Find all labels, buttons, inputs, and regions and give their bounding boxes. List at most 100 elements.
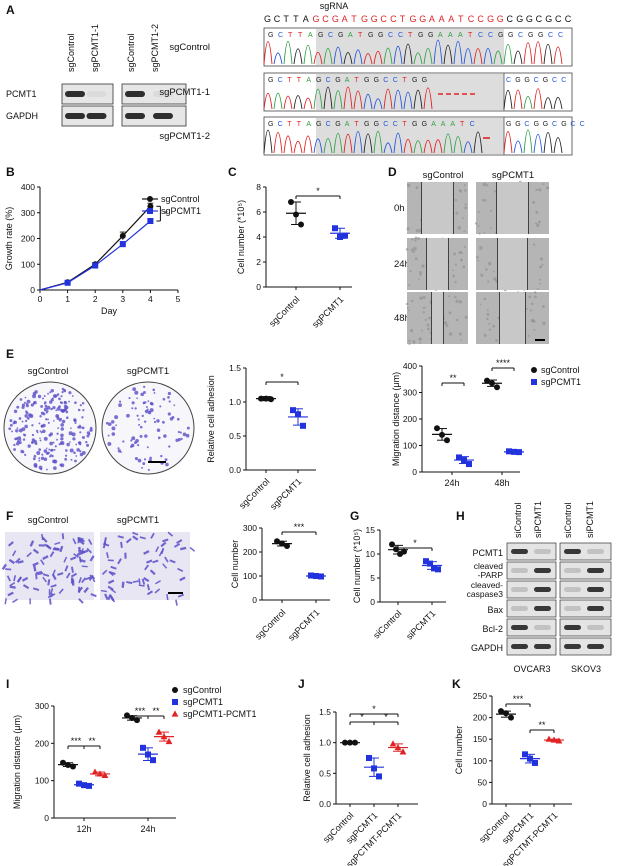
colony (56, 438, 59, 441)
y-tick-label: 6 (256, 207, 261, 217)
trace-base: C (548, 32, 553, 39)
blot-band (564, 625, 581, 630)
stained-cell (78, 598, 84, 604)
chromatogram-peak (333, 90, 343, 110)
stained-cell (70, 556, 77, 561)
colony (16, 439, 20, 443)
chromatogram-peak (353, 49, 363, 65)
colony (110, 420, 115, 424)
data-point (64, 279, 71, 286)
stained-cell (40, 559, 45, 566)
data-point (431, 565, 437, 572)
colony (15, 442, 20, 446)
cell-texture (486, 309, 489, 312)
y-axis-label: Migration distance (μm) (12, 715, 22, 809)
stained-cell (143, 577, 150, 583)
cell-texture (486, 313, 490, 316)
blot-band (86, 91, 107, 97)
scratch-gap (499, 292, 526, 344)
cell-texture (479, 246, 483, 250)
y-tick-label: 10 (366, 549, 376, 559)
chromatogram-peak (383, 47, 393, 65)
trace-base: T (297, 121, 302, 128)
cell-texture (528, 295, 532, 299)
cell-texture (421, 264, 425, 268)
category-label: 48h (494, 478, 509, 488)
data-point (119, 232, 126, 239)
chromatogram-peak (493, 50, 503, 65)
colony (15, 437, 19, 441)
stained-cell (102, 542, 107, 549)
colony (50, 454, 52, 456)
stained-cell (169, 559, 176, 564)
stained-cell (35, 573, 38, 580)
colony (156, 428, 161, 433)
cell-texture (485, 184, 489, 187)
colony (43, 457, 48, 462)
cell-texture (494, 190, 497, 193)
cell-texture (422, 307, 425, 309)
cell-texture (408, 309, 411, 312)
trace-base: C (328, 32, 333, 39)
blot-row-label: PCMT1 (472, 548, 503, 558)
data-point (101, 771, 109, 779)
chromatogram-peak (353, 90, 363, 110)
colony (26, 416, 30, 420)
y-tick-label: 300 (403, 388, 417, 398)
cell-texture (535, 210, 539, 214)
trace-base: C (398, 32, 403, 39)
data-point (140, 744, 146, 751)
reference-base: G (332, 14, 339, 24)
stained-cell (117, 558, 122, 565)
reference-base: G (371, 14, 378, 24)
colony (177, 438, 181, 442)
trace-base: G (515, 77, 520, 84)
cell-texture (457, 226, 461, 230)
cell-texture (454, 295, 457, 299)
stained-cell (141, 578, 146, 585)
colony (53, 459, 58, 464)
trace-base: G (538, 32, 543, 39)
blot-band (587, 587, 604, 592)
colony (50, 389, 54, 393)
cell-texture (424, 306, 427, 309)
chromatogram-peak (303, 97, 313, 110)
category-label: 24h (140, 824, 155, 834)
cell-texture (419, 341, 421, 344)
colony (142, 462, 146, 466)
chromatogram-peak (373, 130, 383, 154)
cell-texture (495, 339, 498, 342)
chromatogram-peak (543, 43, 553, 65)
cell-texture (488, 322, 491, 325)
trace-base: G (338, 32, 343, 39)
sig-label: ** (538, 720, 546, 730)
legend-marker (531, 367, 537, 373)
colony (130, 445, 133, 448)
chromatogram-peak (473, 131, 483, 154)
chromatogram-peak (513, 140, 523, 154)
stained-cell (175, 599, 178, 606)
cell-texture (454, 198, 457, 202)
stained-cell (70, 566, 74, 573)
chromatogram-peak (503, 43, 513, 65)
stained-cell (144, 564, 150, 571)
cell-texture (485, 268, 488, 271)
reference-base: T (283, 14, 289, 24)
panel-letter: G (350, 509, 359, 523)
stained-cell (1, 563, 7, 571)
chromatogram-peak (383, 88, 393, 110)
stained-cell (120, 541, 123, 549)
blot-lane-label: sgPCMT1-2 (150, 24, 160, 72)
panel-letter: B (6, 165, 15, 179)
colony (20, 449, 24, 454)
colony (41, 453, 44, 456)
cell-texture (463, 184, 466, 187)
stained-cell (177, 593, 185, 598)
colony (167, 391, 172, 396)
blot-lane-label: siPCMT1 (533, 501, 543, 538)
y-tick-label: 0 (412, 467, 417, 477)
blot-row-label: Bcl-2 (482, 624, 503, 634)
stained-cell (150, 532, 155, 539)
trace-base: T (468, 32, 473, 39)
colony (79, 450, 82, 453)
